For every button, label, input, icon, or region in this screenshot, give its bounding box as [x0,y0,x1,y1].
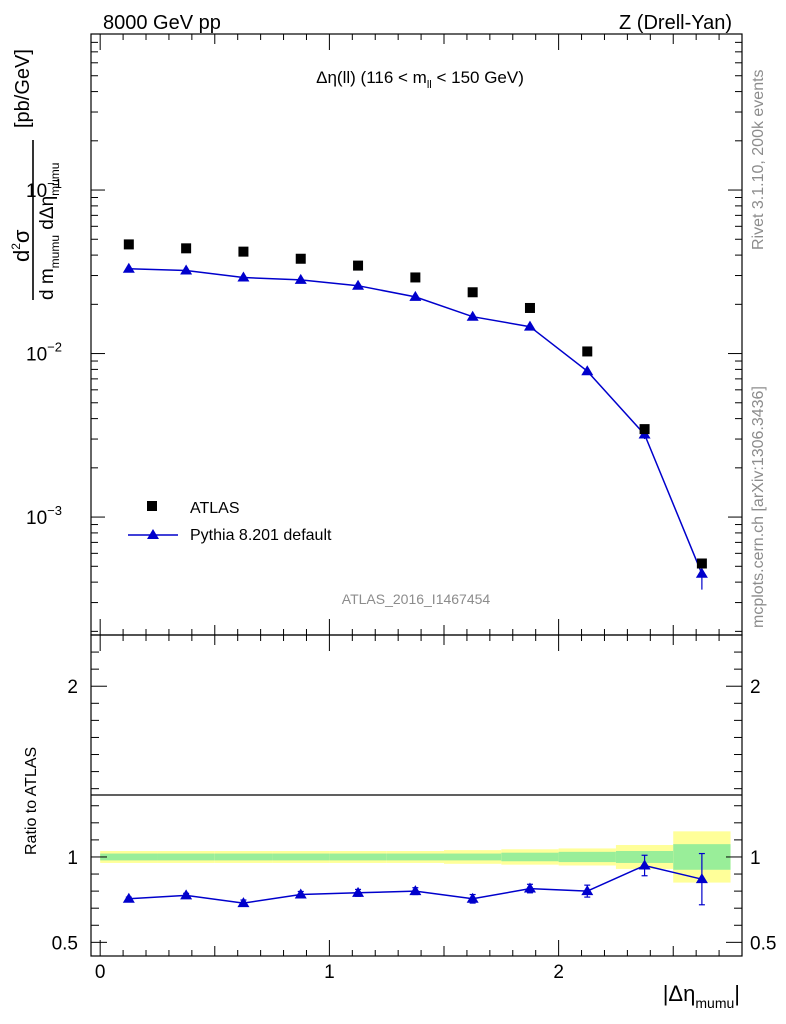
pythia-marker [409,290,422,301]
atlas-marker [410,272,421,283]
ratio-xlabel: |Δηmumu| [663,981,740,1011]
ratio-ytick-label-right: 2 [750,677,761,698]
ratio-band-inner [272,853,330,861]
pythia-marker [122,262,135,273]
legend-pythia-marker [147,529,159,539]
plot-title-tail: < 150 GeV) [432,68,524,87]
rivet-label: Rivet 3.1.10, 200k events [750,69,767,250]
ratio-ytick-label-left: 2 [67,677,78,698]
main-ytick-label: 10−1 [26,176,62,202]
ratio-bands-layer [100,831,731,883]
pythia-marker [352,279,365,290]
ratio-marker [237,897,250,908]
legend-pythia-label: Pythia 8.201 default [190,527,332,544]
ratio-band-inner [329,853,387,861]
mcplots-label: mcplots.cern.ch [arXiv:1306.3436] [750,386,767,628]
pythia-marker [466,310,479,321]
atlas-marker [524,302,535,313]
ratio-marker [294,888,307,899]
ratio-marker [466,892,479,903]
legend-atlas-label: ATLAS [190,500,240,517]
ratio-band-inner [100,853,158,861]
ratio-line [128,864,703,904]
header-right: Z (Drell-Yan) [619,12,732,34]
atlas-marker [582,346,593,357]
ratio-xtick-label: 2 [553,962,564,983]
ratio-band-inner [214,853,273,861]
pythia-marker [237,271,250,282]
plot-title-main: Δη(ll) (116 < m [316,68,427,87]
ratio-band-inner [558,851,616,863]
ratio-ytick-label-right: 1 [750,848,761,869]
ratio-band-inner [386,853,445,861]
ratio-marker [180,889,193,900]
ratio-band-inner [157,853,215,861]
pythia-marker [523,320,536,331]
ratio-axes: 0.5 0.5 1 1 2 2 0 1 2 [52,635,776,983]
xlabel-sub: mumu [695,995,734,1011]
pythia-marker [581,365,594,376]
plot-title: Δη(ll) (116 < mll < 150 GeV) [316,68,524,91]
atlas-marker [696,558,707,569]
ratio-marker [352,886,365,897]
atlas-marker [467,287,478,298]
ratio-marker [523,882,536,893]
ratio-marker [409,885,422,896]
main-ytick-label: 10−3 [26,503,62,529]
ratio-ytick-label-left: 1 [67,848,78,869]
ratio-xtick-label: 1 [324,962,335,983]
xlabel-end: | [734,981,740,1006]
ratio-marker [581,885,594,896]
main-series-layer [122,239,708,590]
ylabel-unit: [pb/GeV] [12,49,34,128]
plot-title-sub: ll [427,79,432,91]
pythia-marker [695,567,708,578]
ratio-frame [90,634,743,957]
ratio-marker [638,859,651,870]
pythia-marker [180,264,193,275]
atlas-marker [639,424,650,435]
ratio-band-inner [501,852,559,862]
atlas-marker [295,253,306,264]
pythia-marker [294,273,307,284]
main-panel: 10−1 10−2 10−3 Δη(ll) (116 < mll < 150 GeV… [9,33,743,636]
svg-text:d2σ: d2σ [9,229,34,262]
xlabel-main: |Δη [663,981,696,1006]
legend-atlas-marker [147,501,157,511]
main-frame [90,33,743,636]
atlas-marker [238,246,249,257]
atlas-marker [353,260,364,271]
ratio-series-layer [122,852,708,908]
ratio-ylabel: Ratio to ATLAS [23,747,40,855]
analysis-label: ATLAS_2016_I1467454 [342,591,491,607]
legend: ATLAS Pythia 8.201 default [128,500,332,544]
ratio-xtick-label: 0 [95,962,106,983]
atlas-marker [123,239,134,250]
ratio-ytick-label-left: 0.5 [52,933,78,954]
ratio-marker [122,892,135,903]
atlas-marker [181,243,192,254]
ratio-ytick-label-right: 0.5 [750,933,776,954]
main-ylabel: d2σ d mmumu dΔηmumu [pb/GeV] [9,49,62,300]
ratio-panel: 0.5 0.5 1 1 2 2 0 1 2 Ratio to ATLAS |Δηmumu| [23,634,776,1011]
header-left: 8000 GeV pp [103,12,221,34]
main-ytick-label: 10−2 [26,340,62,366]
ratio-marker [695,873,708,884]
ylabel-numerator: d2σ [9,229,34,262]
main-axes: 10−1 10−2 10−3 [26,33,742,635]
ratio-band-inner [444,853,502,861]
